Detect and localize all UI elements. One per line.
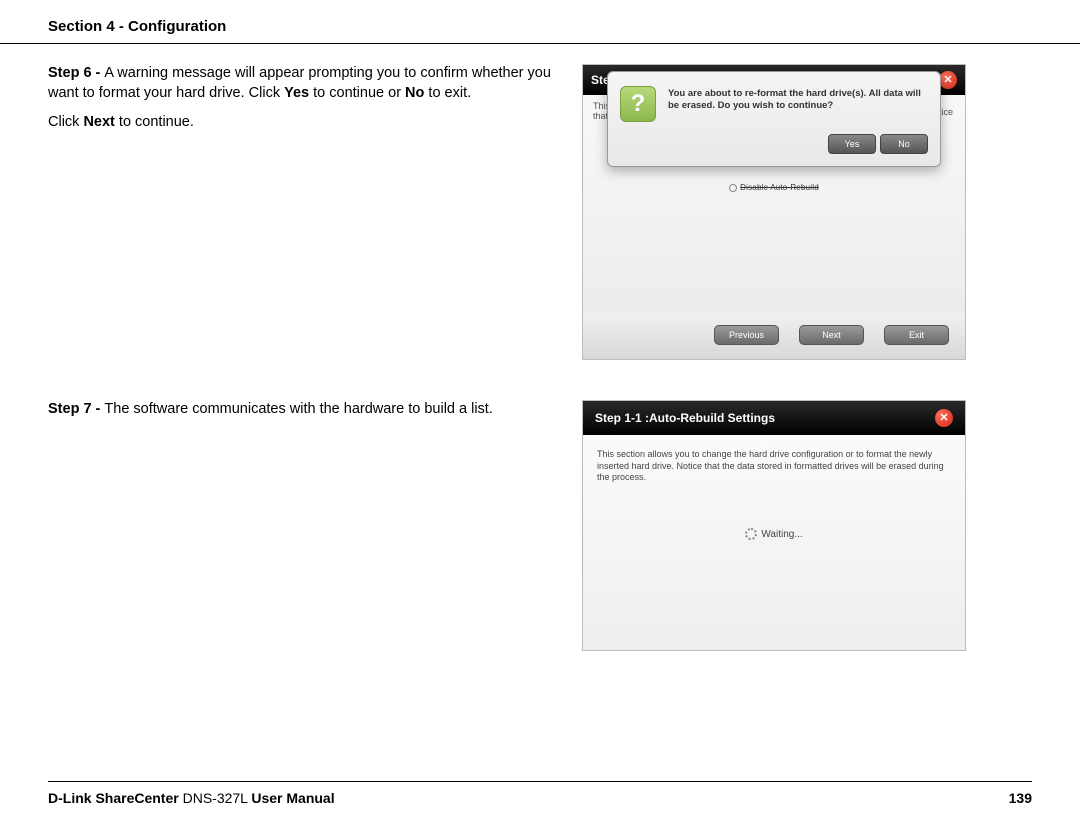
- no-button[interactable]: No: [880, 134, 928, 154]
- step7-row: Step 7 - The software communicates with …: [48, 400, 1032, 651]
- step6-click-suffix: to continue.: [115, 114, 194, 130]
- footer-model: DNS-327L: [183, 790, 252, 806]
- exit-button[interactable]: Exit: [884, 325, 949, 345]
- step6-click: Click: [48, 114, 83, 130]
- window2-body: This section allows you to change the ha…: [583, 435, 965, 650]
- step6-click-next: Click Next to continue.: [48, 113, 558, 133]
- question-icon: ?: [620, 86, 656, 122]
- page-footer: D-Link ShareCenter DNS-327L User Manual …: [48, 781, 1032, 806]
- dialog-buttons: Yes No: [620, 134, 928, 154]
- bg-obscured-option: Disable Auto-Rebuild: [583, 183, 965, 192]
- step6-next: Next: [83, 114, 114, 130]
- step6-row: Step 6 - A warning message will appear p…: [48, 64, 1032, 360]
- window2-title: Step 1-1 :Auto-Rebuild Settings: [595, 411, 775, 425]
- confirm-dialog: ? You are about to re-format the hard dr…: [607, 71, 941, 167]
- page-header: Section 4 - Configuration: [0, 0, 1080, 44]
- page-number: 139: [1009, 790, 1032, 806]
- step6-yes: Yes: [284, 85, 309, 101]
- step7-text: Step 7 - The software communicates with …: [48, 400, 558, 651]
- dialog-message: You are about to re-format the hard driv…: [668, 86, 928, 113]
- screenshot2: Step 1-1 :Auto-Rebuild Settings ✕ This s…: [582, 400, 966, 651]
- section-title: Section 4 - Configuration: [48, 18, 226, 35]
- footer-brand: D-Link ShareCenter: [48, 790, 183, 806]
- screenshot1: Ste ✕ This s that t Notice Disable Auto-…: [582, 64, 966, 360]
- waiting-indicator: Waiting...: [583, 528, 965, 540]
- yes-button[interactable]: Yes: [828, 134, 876, 154]
- content-area: Step 6 - A warning message will appear p…: [0, 44, 1080, 651]
- close-icon[interactable]: ✕: [939, 71, 957, 89]
- window2-description: This section allows you to change the ha…: [583, 435, 965, 488]
- step6-t3: to exit.: [424, 85, 471, 101]
- step6-t2: to continue or: [309, 85, 405, 101]
- step6-text: Step 6 - A warning message will appear p…: [48, 64, 558, 360]
- step7-label: Step 7 -: [48, 401, 104, 417]
- step6-paragraph: Step 6 - A warning message will appear p…: [48, 64, 558, 103]
- next-button[interactable]: Next: [799, 325, 864, 345]
- screenshot2-container: Step 1-1 :Auto-Rebuild Settings ✕ This s…: [582, 400, 966, 651]
- bottom-nav-bar: Previous Next Exit: [583, 315, 965, 359]
- step6-no: No: [405, 85, 424, 101]
- step6-label: Step 6 -: [48, 65, 104, 81]
- step7-paragraph: Step 7 - The software communicates with …: [48, 400, 558, 420]
- footer-manual: User Manual: [251, 790, 334, 806]
- footer-left: D-Link ShareCenter DNS-327L User Manual: [48, 790, 335, 806]
- screenshot1-container: Ste ✕ This s that t Notice Disable Auto-…: [582, 64, 966, 360]
- window2-header: Step 1-1 :Auto-Rebuild Settings ✕: [583, 401, 965, 435]
- close-icon-2[interactable]: ✕: [935, 409, 953, 427]
- step7-body: The software communicates with the hardw…: [104, 401, 492, 417]
- spinner-icon: [745, 528, 757, 540]
- previous-button[interactable]: Previous: [714, 325, 779, 345]
- waiting-text: Waiting...: [761, 529, 802, 540]
- dialog-content-row: ? You are about to re-format the hard dr…: [620, 86, 928, 122]
